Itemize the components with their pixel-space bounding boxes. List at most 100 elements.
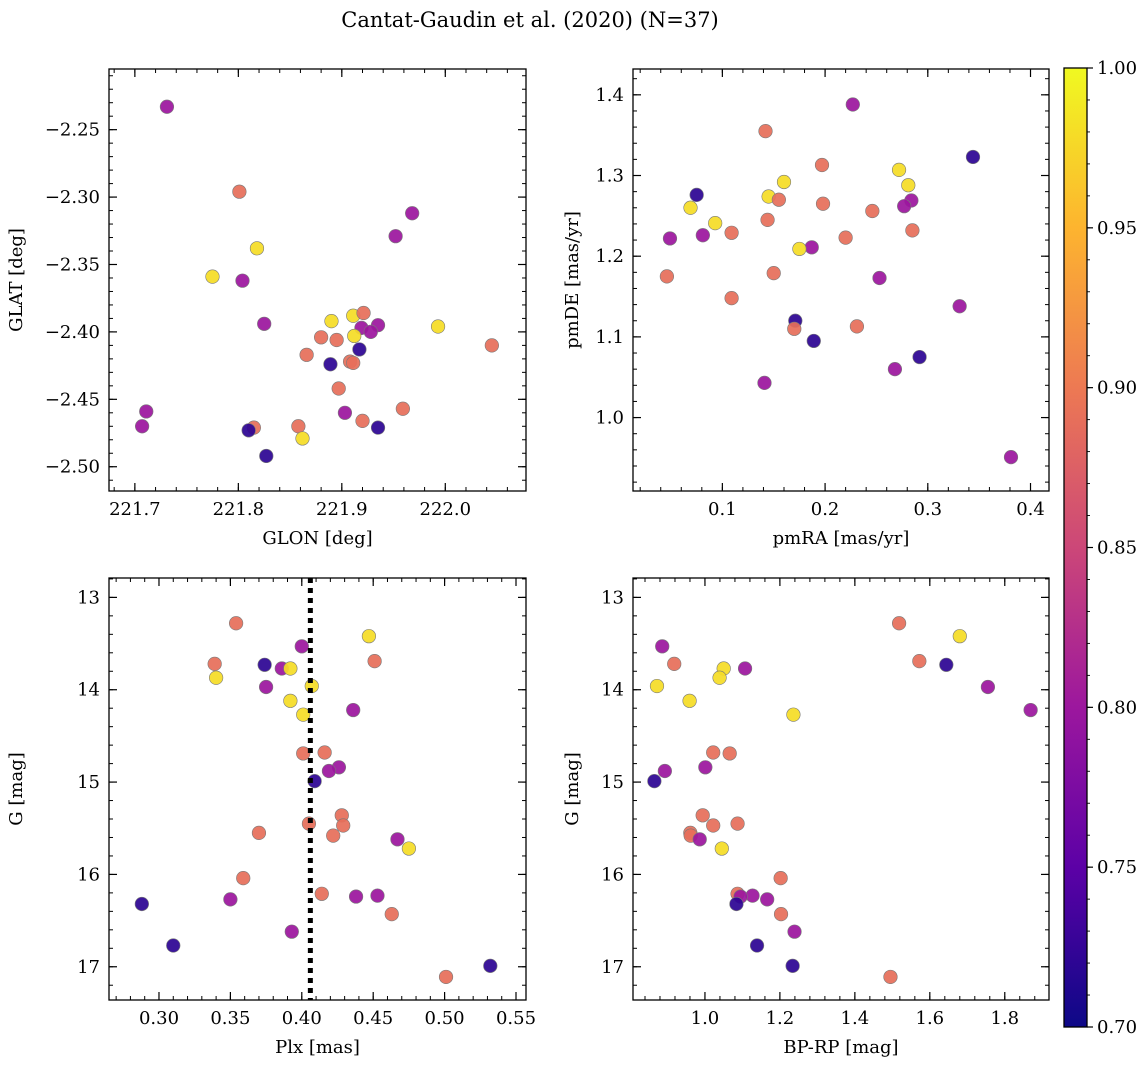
scatter-point: [370, 420, 386, 435]
plot-area: [109, 578, 526, 1000]
scatter-point: [760, 892, 775, 907]
colorbar-gradient: [1063, 67, 1088, 1028]
scatter-point: [706, 745, 721, 760]
scatter-point: [296, 707, 311, 722]
scatter-point: [331, 381, 346, 396]
scatter-point: [483, 958, 498, 973]
scatter-point: [324, 314, 339, 329]
scatter-point: [682, 693, 697, 708]
scatter-point: [745, 888, 760, 903]
scatter-point: [257, 657, 272, 672]
scatter-point: [689, 187, 704, 202]
scatter-point: [667, 656, 682, 671]
y-axis-label: G [mag]: [6, 752, 27, 825]
scatter-point: [348, 889, 364, 904]
scatter-point: [484, 338, 499, 353]
scatter-point: [659, 269, 674, 284]
scatter-point: [766, 266, 781, 281]
scatter-point: [241, 423, 256, 438]
scatter-point: [737, 661, 753, 676]
y-tick-label: 15: [77, 772, 100, 793]
scatter-point: [814, 157, 830, 173]
scatter-points: [134, 616, 498, 985]
plot-area: [633, 69, 1049, 491]
x-axis-label: BP-RP [mag]: [783, 1037, 898, 1058]
panel-plx-g: 0.30 0.35 0.40 0.45 0.50 0.55 13 14 15 16 17 Plx [m…: [6, 577, 536, 1058]
x-tick-label: 1.6: [916, 1008, 945, 1029]
colorbar-tick-label: 1.00: [1097, 58, 1137, 79]
scatter-point: [257, 316, 272, 331]
scatter-point: [692, 832, 707, 847]
scatter-point: [905, 223, 920, 238]
scatter-point: [771, 192, 786, 207]
scatter-point: [283, 661, 298, 676]
scatter-point: [695, 808, 710, 823]
scatter-point: [337, 405, 353, 420]
scatter-point: [352, 342, 367, 357]
x-tick-label: 0.4: [1016, 499, 1045, 520]
scatter-point: [430, 319, 446, 334]
x-tick-label: 0.45: [353, 1008, 393, 1029]
scatter-point: [395, 401, 410, 416]
scatter-point: [438, 969, 454, 985]
y-tick-label: −2.50: [45, 457, 100, 478]
x-tick-label: 1.0: [691, 1008, 720, 1029]
scatter-point: [952, 299, 967, 314]
scatter-point: [370, 888, 385, 903]
scatter-point: [159, 99, 175, 114]
scatter-point: [760, 212, 775, 227]
y-tick-label: 1.4: [595, 85, 624, 106]
scatter-point: [708, 216, 723, 231]
axes-frame: [632, 68, 1050, 492]
y-tick-label: −2.25: [45, 120, 100, 141]
plot-area: [633, 578, 1049, 1000]
scatter-point: [749, 938, 765, 953]
scatter-point: [695, 228, 710, 243]
scatter-point: [207, 656, 222, 671]
scatter-point: [901, 178, 916, 193]
scatter-point: [139, 404, 154, 419]
scatter-point: [786, 707, 801, 722]
scatter-point: [405, 206, 420, 221]
scatter-point: [314, 886, 329, 901]
scatter-point: [792, 241, 807, 257]
scatter-point: [845, 97, 860, 112]
x-tick-label: 221.8: [213, 499, 265, 520]
scatter-point: [323, 357, 338, 372]
scatter-point: [296, 746, 311, 761]
scatter-point: [649, 678, 665, 694]
y-tick-label: 13: [77, 587, 100, 608]
y-tick-label: 14: [77, 680, 100, 701]
scatter-point: [872, 270, 887, 286]
y-tick-label: 13: [601, 587, 624, 608]
y-axis-label: GLAT [deg]: [6, 228, 27, 332]
scatter-point: [388, 229, 403, 244]
scatter-point: [259, 448, 274, 464]
scatter-point: [729, 896, 744, 912]
scatter-point: [806, 333, 821, 349]
scatter-point: [284, 924, 299, 939]
y-tick-label: −2.35: [45, 254, 100, 275]
x-tick-label: 1.8: [990, 1008, 1019, 1029]
y-tick-label: 1.0: [595, 408, 624, 429]
panel-pmra-pmde: 0.1 0.2 0.3 0.4 1.0 1.1 1.2 1.3 1.4 pmRA [mas/yr]…: [562, 68, 1050, 549]
colorbar: 0.70 0.75 0.80 0.85 0.90 0.95 1.00: [1063, 58, 1137, 1038]
x-tick-label: 0.35: [210, 1008, 250, 1029]
scatter-point: [295, 431, 310, 446]
y-tick-label: 16: [77, 864, 100, 885]
panel-glon-glat: 221.7 221.8 221.9 222.0 −2.25 −2.30 −2.35 −2.40…: [6, 68, 527, 549]
scatter-point: [939, 657, 954, 672]
y-axis-label: G [mag]: [562, 752, 583, 825]
x-tick-label: 0.2: [811, 499, 840, 520]
scatter-points: [647, 616, 1038, 985]
x-tick-label: 0.55: [496, 1008, 536, 1029]
scatter-points: [135, 99, 499, 464]
scatter-point: [714, 841, 729, 856]
scatter-point: [647, 774, 662, 789]
scatter-point: [307, 774, 322, 789]
x-tick-label: 1.2: [766, 1008, 795, 1029]
scatter-point: [804, 240, 819, 255]
scatter-point: [205, 269, 220, 284]
scatter-point: [367, 654, 382, 669]
scatter-point: [787, 321, 802, 336]
